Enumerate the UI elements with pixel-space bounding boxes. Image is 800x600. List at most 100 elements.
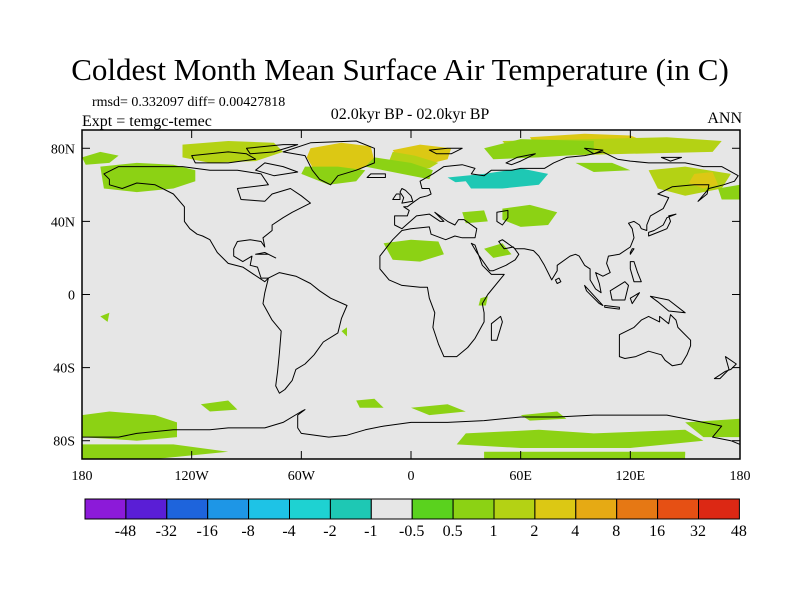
- colorbar-swatch: [698, 498, 740, 520]
- anomaly-region: [718, 184, 740, 200]
- colorbar-swatch: [616, 498, 659, 520]
- coastline: [262, 272, 348, 394]
- y-tick-label: 80S: [53, 435, 75, 450]
- anomaly-region: [685, 451, 740, 459]
- coastline: [428, 147, 463, 155]
- colorbar-swatch: [207, 498, 250, 520]
- anomaly-region: [575, 162, 631, 172]
- anomaly-region: [538, 179, 572, 194]
- x-tick-label: 180: [72, 469, 93, 484]
- y-tick-label: 80N: [51, 142, 75, 157]
- colorbar-label: -0.5: [399, 523, 424, 540]
- coastline: [609, 281, 629, 301]
- coastline: [584, 284, 604, 306]
- coastline: [713, 356, 737, 380]
- colorbar-label: 2: [530, 523, 538, 540]
- anomaly-region: [383, 239, 444, 262]
- colorbar-label: -4: [282, 523, 295, 540]
- anomaly-region: [411, 404, 466, 416]
- colorbar-label: 32: [690, 523, 706, 540]
- colorbar-label: -48: [115, 523, 136, 540]
- x-tick-label: 180: [730, 469, 751, 484]
- anomaly-region: [447, 168, 549, 189]
- colorbar-label: -8: [241, 523, 254, 540]
- coastline: [379, 151, 739, 358]
- coastline: [255, 252, 277, 259]
- y-tick-label: 40N: [51, 215, 75, 230]
- colorbar-label: 4: [571, 523, 579, 540]
- map-background: [82, 130, 740, 459]
- coastline: [366, 173, 386, 178]
- anomaly-region: [520, 411, 567, 421]
- colorbar-swatch: [411, 498, 454, 520]
- coastline: [629, 248, 635, 255]
- anomaly-region: [82, 411, 177, 441]
- rmsd-diff-stats: rmsd= 0.332097 diff= 0.00427818: [92, 95, 286, 110]
- colorbar-label: 8: [612, 523, 620, 540]
- anomaly-region: [502, 204, 558, 227]
- anomaly-region: [261, 206, 294, 225]
- anomaly-region: [341, 327, 347, 337]
- colorbar-swatch: [452, 498, 495, 520]
- colorbar-swatch: [370, 498, 413, 520]
- coastline: [191, 151, 257, 164]
- y-tick-label: 40S: [53, 362, 75, 377]
- colorbar-swatch: [84, 498, 127, 520]
- coastline: [399, 188, 414, 204]
- colorbar: -48 -32 -16 -8 -4 -2 -1 -0.5 0.5 1 2 4 8 16 32 48: [84, 498, 747, 540]
- colorbar-swatch: [248, 498, 291, 520]
- x-tick-label: 60W: [288, 469, 316, 484]
- x-tick-label: 0: [408, 469, 415, 484]
- coastline: [103, 166, 311, 283]
- anomaly-region: [484, 243, 512, 258]
- coastline: [490, 315, 503, 341]
- anomaly-region: [127, 219, 141, 231]
- anomaly-region: [389, 151, 439, 169]
- anomaly-region: [639, 327, 649, 339]
- coastline: [392, 193, 401, 200]
- coastline: [246, 144, 299, 155]
- colorbar-swatch: [657, 498, 699, 520]
- anomaly-region: [231, 203, 247, 213]
- colorbar-label: -2: [323, 523, 336, 540]
- coastline: [584, 147, 604, 155]
- time-period-label: 02.0kyr BP - 02.0kyr BP: [330, 106, 490, 123]
- anomaly-region: [403, 301, 417, 311]
- x-tick-label: 120E: [616, 469, 646, 484]
- coastline: [82, 409, 740, 459]
- coastline: [629, 261, 642, 283]
- anomaly-region: [82, 151, 119, 165]
- coastline: [649, 295, 686, 314]
- x-tick-label: 60E: [509, 469, 532, 484]
- anomaly-region: [100, 312, 110, 322]
- colorbar-swatch: [125, 498, 168, 520]
- anomaly-region: [456, 429, 704, 448]
- anomaly-region: [425, 181, 475, 198]
- anomaly-region: [301, 166, 366, 185]
- anomaly-region: [264, 448, 375, 456]
- experiment-label: Expt = temgc-temec: [82, 113, 212, 130]
- axis-ticks: 180 120W 60W 0 60E 120E 180 80N 40N 0 40S 80S: [51, 130, 751, 484]
- coastline: [618, 314, 692, 367]
- colorbar-swatch: [534, 498, 577, 520]
- colorbar-label: 0.5: [443, 523, 463, 540]
- anomaly-region: [462, 210, 488, 224]
- anomaly-region: [365, 157, 433, 180]
- colorbar-label: 48: [731, 523, 747, 540]
- colorbar-label: -32: [156, 523, 177, 540]
- colorbar-label: -1: [364, 523, 377, 540]
- coastline: [282, 140, 375, 186]
- coastline: [255, 162, 299, 177]
- coastlines: [82, 140, 740, 459]
- anomaly-region: [356, 398, 384, 408]
- season-label: ANN: [707, 110, 742, 127]
- colorbar-swatch: [575, 498, 618, 520]
- coastline: [505, 153, 536, 166]
- anomaly-region: [237, 181, 280, 202]
- anomaly-region: [100, 162, 196, 193]
- anomaly-region: [200, 400, 238, 412]
- y-tick-label: 0: [68, 289, 75, 304]
- colorbar-label: 16: [649, 523, 665, 540]
- anomaly-region: [685, 418, 740, 438]
- colorbar-swatch: [493, 498, 536, 520]
